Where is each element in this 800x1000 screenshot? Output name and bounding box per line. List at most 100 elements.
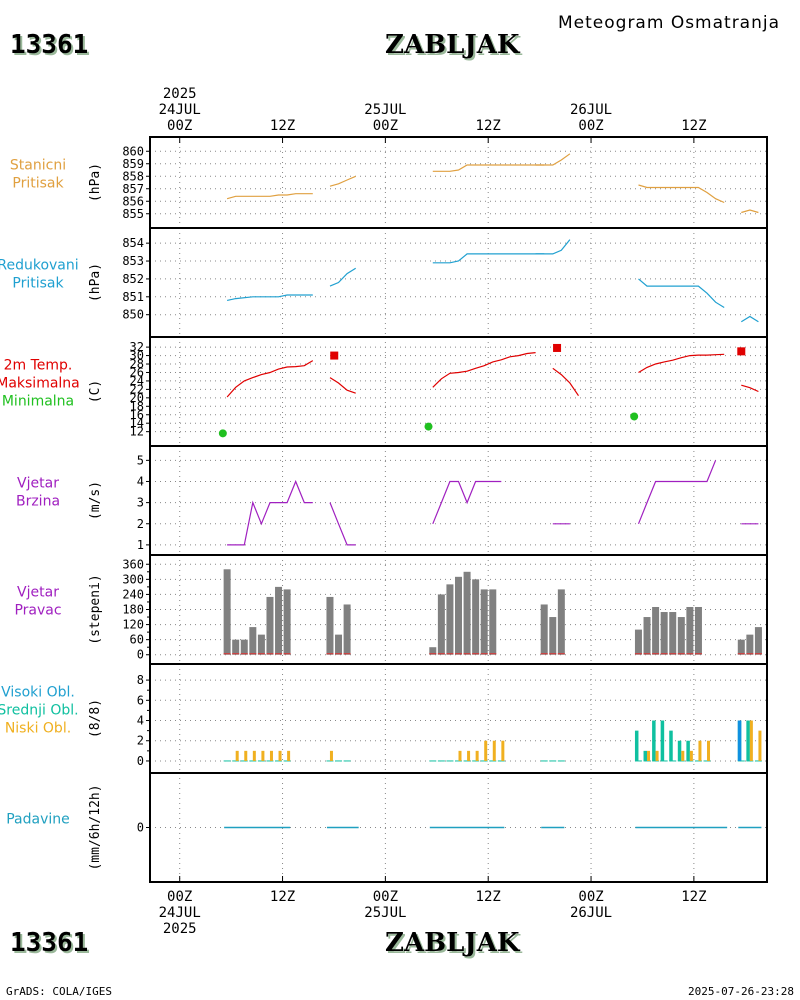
y-tick-label: 2: [137, 517, 144, 531]
panel-frame: [149, 772, 768, 883]
direction-bar: [232, 639, 240, 655]
direction-bar: [669, 612, 677, 655]
direction-bar: [343, 604, 351, 655]
top-time-label: 00Z: [578, 118, 603, 134]
unit-label: (stepeni): [88, 574, 103, 644]
cloud-low-bar: [252, 750, 256, 761]
direction-bar: [455, 576, 462, 655]
min-temp-marker: [424, 422, 433, 431]
footer-credit: GrADS: COLA/IGES: [6, 985, 112, 998]
cloud-mid-bar: [746, 720, 750, 761]
y-tick-label: 5: [137, 453, 144, 467]
direction-bar: [549, 617, 557, 655]
direction-bar: [746, 634, 754, 655]
panel-precipitation: 0 (mm/6h/12h) Padavine: [6, 772, 768, 883]
panel-label: Minimalna: [2, 394, 74, 410]
direction-bar: [446, 584, 454, 655]
top-time-label: 12Z: [476, 118, 501, 134]
series-line: [329, 267, 357, 287]
top-time-label: 00Z: [373, 118, 398, 134]
direction-bar: [240, 639, 248, 655]
max-temp-marker: [330, 351, 339, 360]
series-line: [329, 377, 356, 394]
direction-bar: [686, 606, 694, 655]
y-tick-label: 360: [122, 557, 144, 571]
direction-bar: [694, 606, 702, 655]
series-line: [638, 184, 725, 204]
y-tick-label: 2: [137, 734, 144, 748]
panel-wind-speed: 1 2 3 4 5 (m/s) Vjetar Brzina: [16, 445, 768, 556]
y-tick-label: 855: [122, 207, 144, 221]
y-tick-label: 852: [122, 272, 144, 286]
y-tick-label: 857: [122, 182, 144, 196]
panel-frame: [149, 445, 768, 556]
panel-label: Vjetar: [17, 585, 59, 601]
direction-bar: [249, 627, 257, 655]
series-line: [535, 239, 571, 255]
top-time-label: 25JUL: [364, 102, 406, 118]
max-temp-marker: [737, 347, 746, 356]
cloud-low-bar: [749, 720, 753, 761]
series-line: [741, 384, 759, 393]
y-tick-label: 0: [137, 754, 144, 768]
y-tick-label: 28: [130, 357, 144, 371]
y-tick-label: 853: [122, 254, 144, 268]
cloud-mid-bar: [634, 730, 639, 761]
cloud-low-bar: [244, 750, 248, 761]
unit-label: (m/s): [88, 481, 103, 520]
direction-bar: [660, 612, 668, 655]
direction-bar: [737, 639, 745, 655]
series-line: [329, 175, 356, 187]
y-tick-label: 850: [122, 308, 144, 322]
y-tick-label: 3: [137, 496, 144, 510]
y-tick-label: 180: [122, 603, 144, 617]
series-line: [637, 460, 717, 525]
panel-clouds: 0 2 4 6 8 (8/8) Visoki Obl. Srednji Obl. Niski O…: [0, 663, 768, 774]
cloud-low-bar: [269, 750, 273, 761]
station-name-bottom: ZABLJAK: [385, 928, 520, 958]
panel-frame: [149, 336, 768, 447]
station-name-top: ZABLJAK: [385, 30, 520, 60]
y-tick-label: 859: [122, 157, 144, 171]
y-tick-label: 860: [122, 144, 144, 158]
top-time-label: 12Z: [270, 118, 295, 134]
cloud-low-bar: [655, 750, 659, 761]
y-tick-label: 24: [130, 374, 144, 388]
top-time-label: 26JUL: [570, 102, 612, 118]
direction-bar: [557, 589, 565, 655]
cloud-low-bar: [329, 750, 333, 761]
y-tick-label: 18: [130, 399, 144, 413]
direction-bar: [540, 604, 548, 655]
cloud-low-bar: [647, 750, 651, 761]
bottom-time-label: 12Z: [681, 889, 706, 905]
direction-bar: [754, 627, 762, 655]
top-time-label: 00Z: [167, 118, 192, 134]
y-tick-label: 4: [137, 474, 144, 488]
y-tick-label: 14: [130, 416, 144, 430]
series-line: [740, 315, 759, 323]
series-line: [741, 209, 759, 214]
series-line: [432, 352, 536, 388]
cloud-low-bar: [467, 750, 471, 761]
y-tick-label: 4: [137, 714, 144, 728]
bottom-time-label: 24JUL: [159, 905, 201, 921]
bottom-time-label: 00Z: [578, 889, 603, 905]
y-tick-label: 1: [137, 538, 144, 552]
y-tick-label: 30: [130, 349, 144, 363]
panel-label: Stanicni: [10, 158, 66, 174]
unit-label: (hPa): [88, 163, 103, 202]
panel-label: Maksimalna: [0, 376, 80, 392]
series-line: [432, 164, 545, 172]
series-line: [638, 278, 725, 309]
y-tick-label: 0: [137, 648, 144, 662]
cloud-low-bar: [278, 750, 282, 761]
cloud-mid-bar: [686, 740, 690, 761]
direction-bar: [283, 589, 291, 655]
series-line: [226, 193, 313, 200]
series-line: [329, 502, 356, 546]
direction-bar: [472, 579, 480, 655]
bottom-time-label: 26JUL: [570, 905, 612, 921]
series-line: [432, 253, 545, 264]
